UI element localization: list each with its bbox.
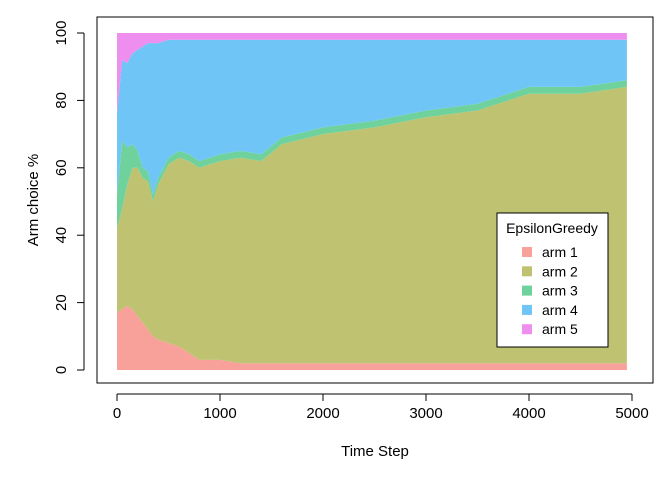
- x-tick-label: 0: [113, 405, 121, 422]
- legend: EpsilonGreedy arm 1 arm 2 arm 3 arm 4 arm 5: [496, 212, 609, 348]
- y-tick-label: 40: [53, 227, 70, 244]
- legend-swatch: [522, 247, 532, 257]
- legend-swatch: [522, 324, 532, 335]
- legend-label: arm 1: [542, 244, 578, 260]
- legend-title: EpsilonGreedy: [506, 220, 598, 236]
- x-axis-label: Time Step: [341, 443, 409, 460]
- x-axis: 0 1000 2000 3000 4000 5000: [113, 393, 649, 422]
- y-tick-label: 100: [53, 20, 70, 45]
- legend-items: arm 1 arm 2 arm 3 arm 4 arm 5: [522, 244, 578, 337]
- legend-label: arm 3: [542, 283, 578, 299]
- x-tick-label: 2000: [306, 405, 339, 422]
- legend-box: [496, 212, 609, 348]
- area-arm-4: [117, 39, 627, 195]
- legend-swatch: [522, 266, 532, 277]
- legend-swatch: [522, 285, 532, 296]
- legend-label: arm 4: [542, 302, 578, 318]
- y-tick-label: 20: [53, 294, 70, 311]
- legend-swatch: [522, 304, 532, 315]
- y-tick-label: 60: [53, 159, 70, 176]
- plot-frame: [96, 16, 654, 384]
- x-tick-label: 4000: [512, 405, 545, 422]
- x-tick-label: 1000: [203, 405, 236, 422]
- y-axis-label: Arm choice %: [25, 154, 42, 247]
- legend-label: arm 5: [542, 321, 578, 337]
- y-axis: 0 20 40 60 80 100: [53, 20, 85, 374]
- area-arm-1: [117, 306, 627, 370]
- y-tick-label: 80: [53, 92, 70, 109]
- x-tick-label: 5000: [615, 405, 648, 422]
- y-tick-label: 0: [53, 366, 70, 374]
- x-tick-label: 3000: [409, 405, 442, 422]
- legend-label: arm 2: [542, 263, 578, 279]
